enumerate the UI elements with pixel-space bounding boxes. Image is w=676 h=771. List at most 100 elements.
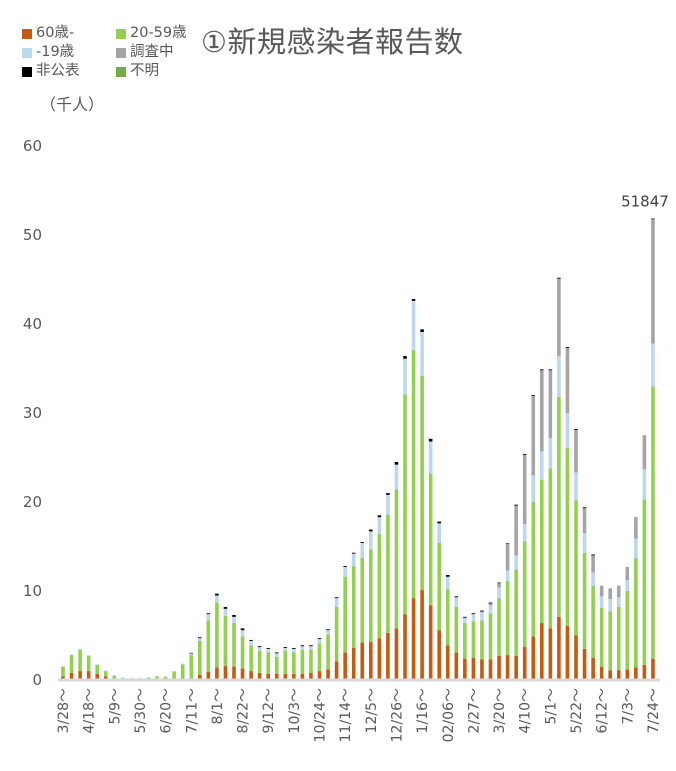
bar-segment xyxy=(505,543,510,544)
bar-segment xyxy=(582,533,587,553)
bar-segment xyxy=(155,676,159,677)
bar-segment xyxy=(95,673,99,680)
bar-segment xyxy=(198,640,202,675)
x-tick-label: 10/3～ xyxy=(287,688,303,733)
bar-segment xyxy=(317,639,322,644)
legend-label-undisclosed: 非公表 xyxy=(36,63,80,79)
bar-segment xyxy=(232,666,236,680)
bar-segment xyxy=(505,655,510,680)
legend-label-unknown: 不明 xyxy=(130,63,159,79)
bar-segment xyxy=(565,625,570,680)
bar-segment xyxy=(651,218,655,344)
bar-segment xyxy=(249,671,253,680)
bar-segment xyxy=(95,664,99,666)
bar-segment xyxy=(377,515,382,518)
bar-segment xyxy=(180,663,185,665)
bar-segment xyxy=(445,589,450,646)
bar-segment xyxy=(343,652,347,680)
bar-segment xyxy=(557,277,561,279)
bar-segment xyxy=(249,645,253,672)
legend-swatch-60plus xyxy=(22,28,32,39)
x-tick-label: 2/27～ xyxy=(466,688,482,733)
bar-segment xyxy=(463,616,467,618)
x-tick-label: 12/26～ xyxy=(389,688,405,742)
bar-segment xyxy=(471,657,476,680)
bar-segment xyxy=(565,447,570,626)
bar-segment xyxy=(514,569,518,656)
legend-label-under19: -19歳 xyxy=(36,44,75,60)
bar-segment xyxy=(172,671,176,680)
bar-segment xyxy=(411,349,416,599)
bar-segment xyxy=(428,438,433,442)
bar-segment xyxy=(411,299,416,301)
bar-segment xyxy=(599,666,604,680)
bar-segment xyxy=(454,607,459,653)
bar-segment xyxy=(249,639,253,641)
bar-segment xyxy=(642,435,647,470)
bar-segment xyxy=(616,607,621,671)
bar-segment xyxy=(240,636,245,669)
bar-segment xyxy=(61,676,65,680)
data-label: 51847 xyxy=(621,193,669,211)
bar-segment xyxy=(428,473,433,606)
bar-segment xyxy=(642,469,647,500)
bar-segment xyxy=(317,671,322,680)
bar-segment xyxy=(591,572,595,586)
bar-segment xyxy=(651,218,655,220)
bar-segment xyxy=(565,413,570,448)
x-tick-label: 7/24～ xyxy=(646,688,662,733)
bar-segment xyxy=(394,464,399,490)
bar-segment xyxy=(283,650,288,674)
bar-segment xyxy=(488,603,493,606)
bar-segment xyxy=(257,647,262,651)
y-tick-label: 30 xyxy=(23,404,42,422)
bar-segment xyxy=(189,655,194,679)
bar-segment xyxy=(488,659,493,680)
bar-segment xyxy=(574,429,578,473)
bar-segment xyxy=(403,356,407,359)
bar-segment xyxy=(266,648,270,653)
bar-segment xyxy=(497,582,501,584)
bar-segment xyxy=(574,635,578,680)
bar-segment xyxy=(599,596,604,608)
x-tick-label: 6/20～ xyxy=(159,688,175,733)
bar-segment xyxy=(103,676,108,680)
bar-segment xyxy=(61,666,65,667)
bar-segment xyxy=(232,616,236,624)
bar-segment xyxy=(540,451,544,480)
bar-segment xyxy=(163,676,168,678)
bar-segment xyxy=(548,437,553,469)
bar-segment xyxy=(326,634,330,670)
bar-segment xyxy=(599,585,604,597)
legend-item-20-59: 20-59歳 xyxy=(116,24,187,43)
bar-segment xyxy=(215,602,219,668)
bar-segment xyxy=(488,605,493,614)
bar-segment xyxy=(198,638,202,641)
legend-item-investigating: 調査中 xyxy=(116,43,174,62)
bar-segment xyxy=(531,395,536,397)
bar-segment xyxy=(257,650,262,673)
bar-segment xyxy=(249,640,253,646)
bar-segment xyxy=(215,593,219,596)
bar-segment xyxy=(514,555,518,570)
bar-segment xyxy=(616,670,621,680)
bar-segment xyxy=(377,638,382,680)
bar-segment xyxy=(548,370,553,438)
x-tick-label: 10/24～ xyxy=(313,688,329,742)
bar-segment xyxy=(292,673,296,680)
bar-segment xyxy=(634,538,638,559)
bar-segment xyxy=(172,671,176,672)
bar-segment xyxy=(437,521,441,524)
bar-segment xyxy=(326,629,330,631)
bar-segment xyxy=(514,504,518,506)
bar-segment xyxy=(326,669,330,680)
bar-segment xyxy=(189,652,194,654)
bar-segment xyxy=(634,517,638,539)
bar-segment xyxy=(428,605,433,680)
bar-segment xyxy=(574,500,578,636)
bar-segment xyxy=(522,541,527,648)
bar-segment xyxy=(386,494,390,515)
bar-segment xyxy=(394,489,399,629)
bar-segment xyxy=(198,637,202,639)
y-tick-label: 40 xyxy=(23,315,42,333)
